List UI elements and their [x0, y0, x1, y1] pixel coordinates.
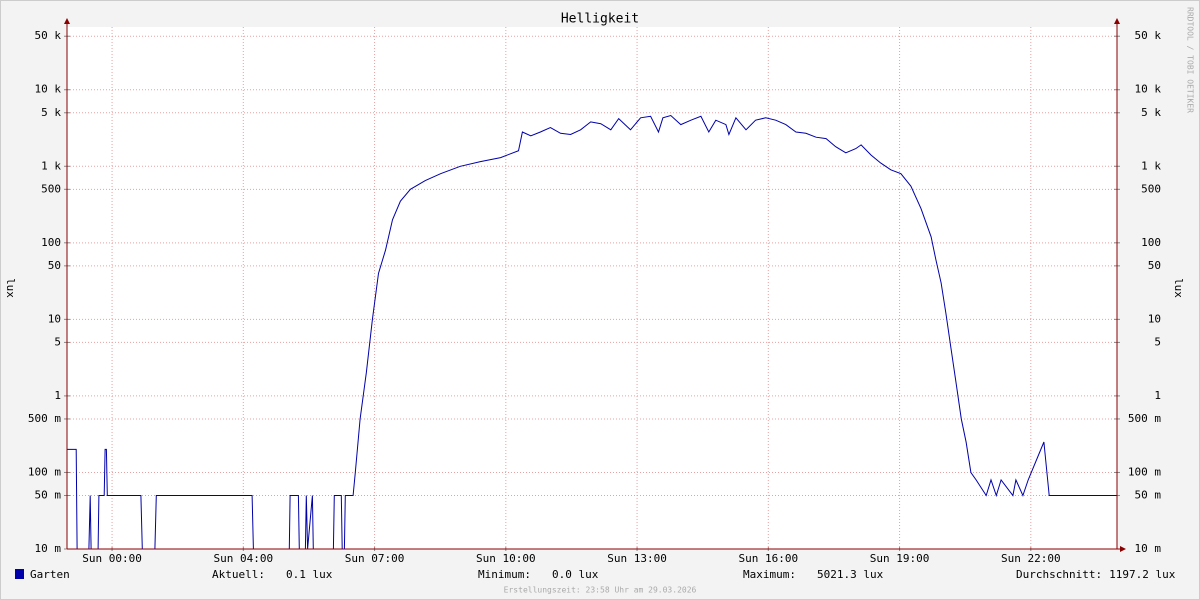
y2-tick-label: 50 k — [1135, 29, 1162, 42]
y2-tick-label: 500 — [1141, 182, 1161, 195]
y2-tick-label: 500 m — [1128, 412, 1161, 425]
y-axis-label: lux — [4, 278, 17, 298]
x-tick-label: Sun 19:00 — [870, 552, 930, 565]
chart-title: Helligkeit — [561, 12, 639, 27]
y-tick-label: 5 — [54, 335, 61, 348]
axis-arrow — [1120, 546, 1126, 552]
x-tick-label: Sun 13:00 — [607, 552, 667, 565]
stat-label: Minimum: — [478, 568, 531, 581]
y-tick-label: 1 k — [41, 159, 61, 172]
stat-label: Maximum: — [743, 568, 796, 581]
y2-tick-label: 50 m — [1135, 488, 1162, 501]
y2-tick-label: 5 — [1154, 335, 1161, 348]
footer: Erstellungszeit: 23:58 Uhr am 29.03.2026 — [504, 586, 697, 595]
y2-tick-label: 50 — [1148, 259, 1161, 272]
y2-tick-label: 5 k — [1141, 106, 1161, 119]
stat-value: 1197.2 lux — [1109, 568, 1176, 581]
y-tick-label: 10 k — [35, 83, 62, 96]
stat-value: 5021.3 lux — [817, 568, 884, 581]
y-tick-label: 500 m — [28, 412, 61, 425]
y2-tick-label: 100 — [1141, 236, 1161, 249]
x-tick-label: Sun 16:00 — [739, 552, 799, 565]
axis-arrow — [1114, 18, 1120, 24]
y-tick-label: 100 m — [28, 465, 61, 478]
y-tick-label: 5 k — [41, 106, 61, 119]
y-tick-label: 100 — [41, 236, 61, 249]
stat-value: 0.1 lux — [286, 568, 333, 581]
y2-tick-label: 10 k — [1135, 83, 1162, 96]
y2-tick-label: 10 m — [1135, 542, 1162, 555]
stat-label: Durchschnitt: — [1016, 568, 1102, 581]
y2-axis-label: lux — [1172, 278, 1185, 298]
y-tick-label: 50 m — [35, 488, 62, 501]
y-tick-label: 50 — [48, 259, 61, 272]
y-tick-label: 500 — [41, 182, 61, 195]
x-tick-label: Sun 10:00 — [476, 552, 536, 565]
y2-tick-label: 1 — [1154, 389, 1161, 402]
y2-tick-label: 1 k — [1141, 159, 1161, 172]
x-tick-label: Sun 07:00 — [345, 552, 405, 565]
plot-area — [67, 27, 1117, 549]
x-tick-label: Sun 22:00 — [1001, 552, 1061, 565]
y-tick-label: 50 k — [35, 29, 62, 42]
legend-label: Garten — [30, 568, 70, 581]
x-tick-label: Sun 00:00 — [82, 552, 142, 565]
y-tick-label: 1 — [54, 389, 61, 402]
y2-tick-label: 100 m — [1128, 465, 1161, 478]
axes — [64, 18, 1126, 552]
axis-arrow — [64, 18, 70, 24]
y-tick-label: 10 — [48, 312, 61, 325]
y2-tick-label: 10 — [1148, 312, 1161, 325]
legend-swatch — [15, 569, 24, 579]
y-tick-label: 10 m — [35, 542, 62, 555]
stat-value: 0.0 lux — [552, 568, 599, 581]
stat-label: Aktuell: — [212, 568, 265, 581]
watermark: RRDTOOL / TOBI OETIKER — [1186, 7, 1195, 113]
x-tick-label: Sun 04:00 — [214, 552, 274, 565]
